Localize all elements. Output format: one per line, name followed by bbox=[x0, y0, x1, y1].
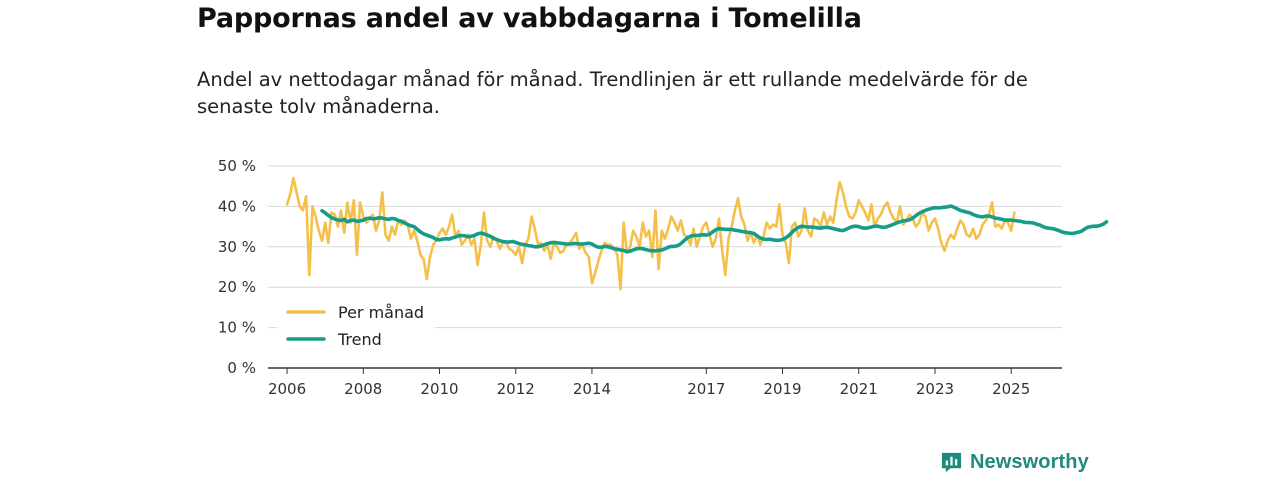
y-tick-label: 10 % bbox=[218, 319, 256, 337]
y-tick-label: 20 % bbox=[218, 278, 256, 296]
x-tick-label: 2021 bbox=[840, 380, 878, 398]
x-tick-label: 2014 bbox=[573, 380, 611, 398]
y-tick-label: 0 % bbox=[227, 359, 256, 377]
legend-label-trend: Trend bbox=[337, 330, 382, 349]
line-chart: 0 % 10 % 20 % 30 % 40 % 50 % 2006 2008 2010 2012… bbox=[218, 157, 1109, 398]
y-axis: 0 % 10 % 20 % 30 % 40 % 50 % bbox=[218, 157, 256, 377]
legend: Per månad Trend bbox=[277, 298, 435, 356]
series-layer bbox=[285, 176, 1109, 291]
x-tick-label: 2023 bbox=[916, 380, 954, 398]
newsworthy-brand: Newsworthy bbox=[940, 451, 1089, 474]
series-line-per-manad bbox=[285, 176, 1016, 291]
x-tick-label: 2017 bbox=[687, 380, 725, 398]
y-tick-label: 30 % bbox=[218, 238, 256, 256]
y-tick-label: 50 % bbox=[218, 157, 256, 175]
x-tick-label: 2008 bbox=[344, 380, 382, 398]
x-tick-label: 2012 bbox=[497, 380, 535, 398]
x-tick-label: 2010 bbox=[420, 380, 458, 398]
x-tick-label: 2019 bbox=[763, 380, 801, 398]
y-tick-label: 40 % bbox=[218, 197, 256, 215]
chart-title: Pappornas andel av vabbdagarna i Tomelil… bbox=[197, 3, 862, 34]
brand-name: Newsworthy bbox=[970, 451, 1089, 473]
legend-label-per-manad: Per månad bbox=[338, 303, 424, 322]
x-tick-label: 2025 bbox=[992, 380, 1030, 398]
chart-subtitle: Andel av nettodagar månad för månad. Tre… bbox=[197, 68, 1028, 118]
legend-background bbox=[277, 298, 435, 356]
series-line-trend bbox=[320, 204, 1109, 254]
x-tick-label: 2006 bbox=[268, 380, 306, 398]
x-axis: 2006 2008 2010 2012 2014 2017 2019 2021 2023 2025 bbox=[268, 368, 1030, 398]
newsworthy-logo-icon bbox=[941, 452, 962, 473]
